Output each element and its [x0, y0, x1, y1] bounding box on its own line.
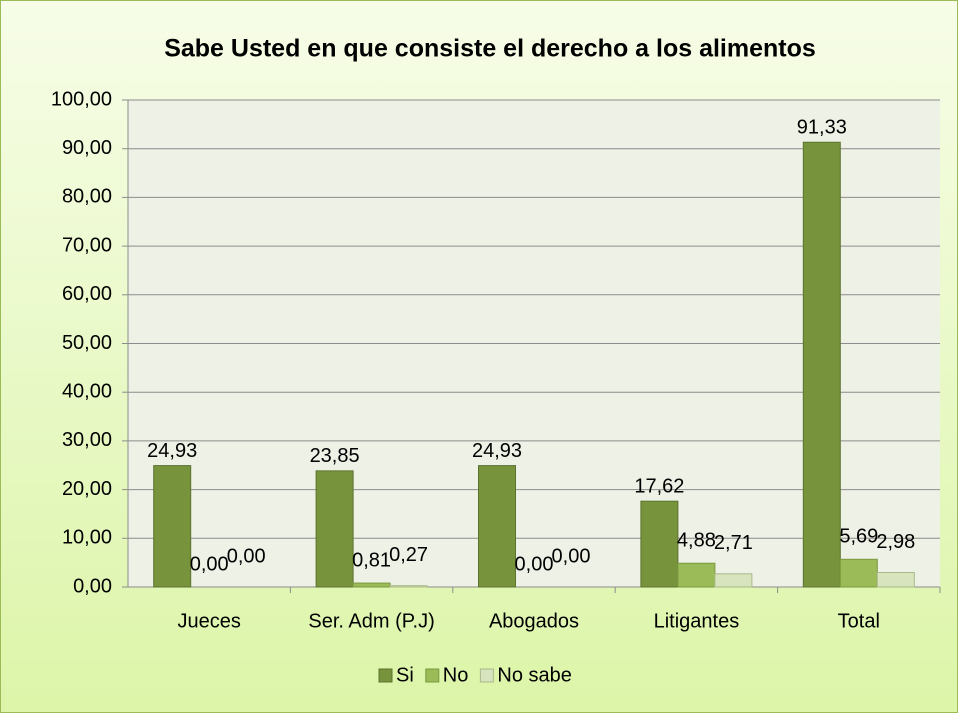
bar — [153, 465, 192, 588]
chart-title: Sabe Usted en que consiste el derecho a … — [164, 35, 816, 63]
y-tick-label: 40,00 — [62, 380, 112, 402]
bar — [802, 141, 841, 588]
x-tick-label: Litigantes — [654, 610, 740, 632]
y-tick-label: 100,00 — [51, 88, 112, 110]
bar — [839, 558, 878, 588]
legend-swatch — [378, 668, 393, 683]
legend-swatch — [479, 668, 494, 683]
y-tick-label: 60,00 — [62, 283, 112, 305]
value-label: 0,00 — [190, 553, 229, 575]
bar — [478, 465, 516, 588]
y-tick-label: 0,00 — [73, 575, 112, 597]
bar — [677, 562, 716, 588]
x-tick-label: Jueces — [178, 610, 241, 632]
value-label: 0,27 — [389, 544, 428, 566]
legend-label: No sabe — [497, 664, 572, 686]
y-tick-label: 10,00 — [62, 527, 112, 549]
y-tick-label: 90,00 — [62, 137, 112, 159]
value-label: 0,00 — [227, 545, 266, 567]
value-label: 0,00 — [552, 545, 591, 567]
bar — [640, 500, 679, 588]
y-tick-label: 50,00 — [62, 332, 112, 354]
value-label: 4,88 — [677, 530, 716, 552]
value-label: 23,85 — [310, 445, 360, 467]
bar — [714, 573, 753, 588]
x-tick-label: Total — [838, 610, 880, 632]
bar — [389, 585, 428, 588]
value-label: 17,62 — [634, 475, 684, 497]
value-label: 24,93 — [147, 440, 197, 462]
y-tick-label: 20,00 — [62, 478, 112, 500]
value-label: 2,71 — [714, 532, 753, 554]
legend-label: No — [443, 664, 469, 686]
value-label: 5,69 — [839, 526, 878, 548]
value-label: 2,98 — [876, 531, 915, 553]
bar — [352, 582, 391, 588]
y-tick-label: 80,00 — [62, 186, 112, 208]
value-label: 24,93 — [472, 440, 522, 462]
legend-label: Si — [396, 664, 414, 686]
legend-swatch — [425, 668, 440, 683]
x-tick-label: Abogados — [489, 610, 579, 632]
bar — [315, 470, 354, 588]
x-tick-label: Ser. Adm (P.J) — [308, 610, 434, 632]
y-tick-label: 70,00 — [62, 234, 112, 256]
value-label: 91,33 — [797, 117, 847, 139]
y-tick-label: 30,00 — [62, 429, 112, 451]
bar — [876, 571, 915, 588]
value-label: 0,81 — [352, 549, 391, 571]
value-label: 0,00 — [515, 553, 554, 575]
